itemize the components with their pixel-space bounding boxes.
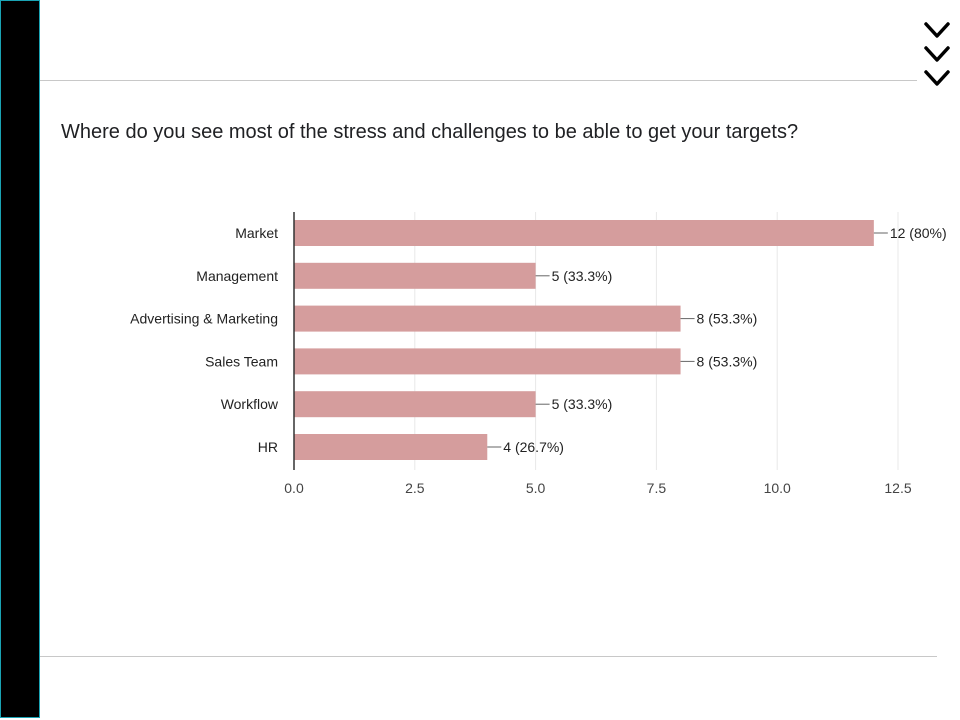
category-label: Management — [196, 268, 278, 284]
bar — [294, 391, 536, 418]
bar — [294, 348, 681, 375]
bar — [294, 262, 536, 289]
left-sidebar-bar — [0, 0, 40, 718]
data-label: 8 (53.3%) — [697, 353, 758, 369]
x-tick-label: 0.0 — [284, 480, 304, 496]
x-tick-label: 10.0 — [764, 480, 791, 496]
category-label: Workflow — [221, 396, 279, 412]
bar — [294, 305, 681, 332]
chevron-down-icon — [924, 22, 950, 38]
category-label: HR — [258, 439, 278, 455]
question-title: Where do you see most of the stress and … — [61, 121, 799, 143]
bar-chart: Market 12 (80%) Management 5 (33.3%) Adverti… — [130, 212, 947, 496]
data-label: 5 (33.3%) — [552, 268, 613, 284]
bar — [294, 220, 874, 246]
x-tick-label: 7.5 — [647, 480, 667, 496]
top-divider — [40, 80, 917, 81]
data-label: 8 (53.3%) — [697, 311, 758, 327]
chevron-down-icon — [924, 46, 950, 62]
x-tick-label: 5.0 — [526, 480, 546, 496]
data-label: 4 (26.7%) — [503, 439, 564, 455]
data-label: 12 (80%) — [890, 225, 947, 241]
x-tick-label: 2.5 — [405, 480, 425, 496]
chevrons-decoration — [924, 22, 950, 86]
bar — [294, 434, 488, 460]
chevron-down-icon — [924, 70, 950, 86]
category-label: Market — [235, 225, 278, 241]
bottom-divider — [40, 656, 937, 657]
x-tick-label: 12.5 — [884, 480, 911, 496]
data-label: 5 (33.3%) — [552, 396, 613, 412]
category-label: Advertising & Marketing — [130, 311, 278, 327]
category-label: Sales Team — [205, 353, 278, 369]
